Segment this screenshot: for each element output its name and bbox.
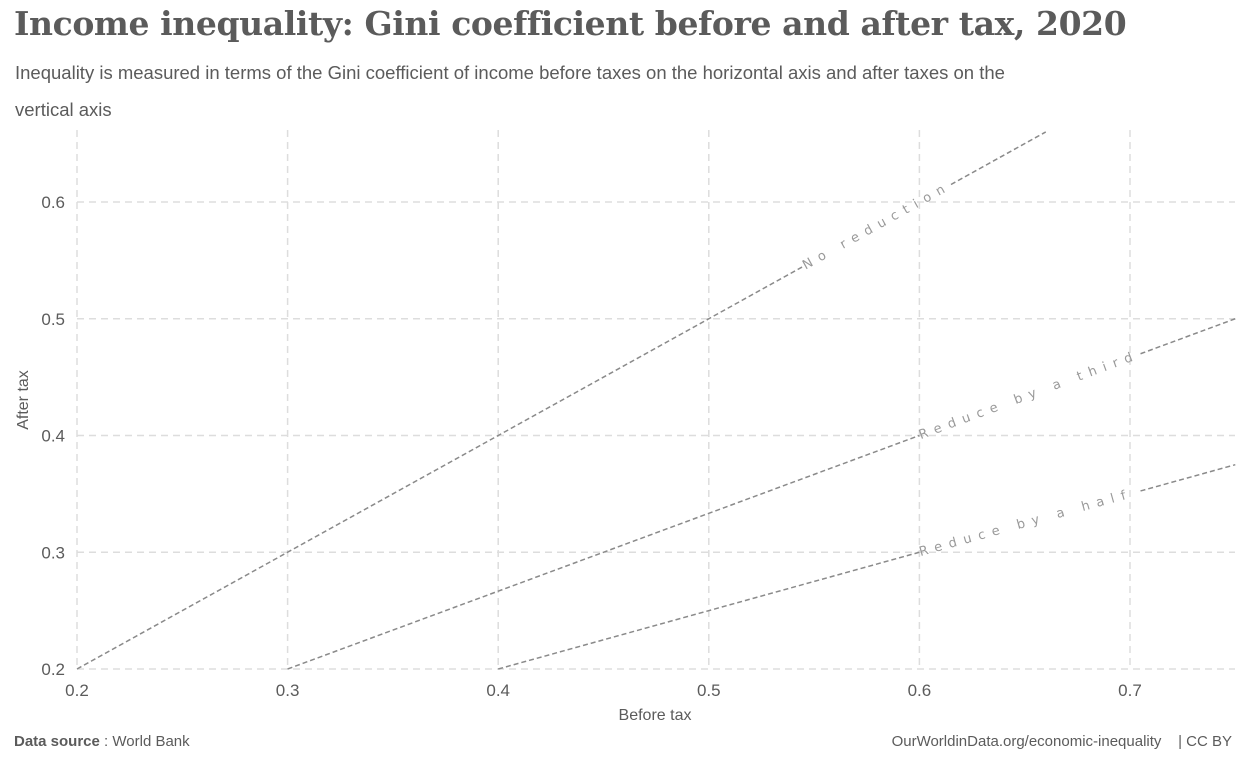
chart-subtitle: Inequality is measured in terms of the G…	[15, 62, 1005, 120]
chart-title: Income inequality: Gini coefficient befo…	[14, 4, 1127, 43]
reference-line-label: Reduce by a half	[918, 487, 1135, 560]
y-axis-label: After tax	[15, 370, 32, 430]
tick-labels: 0.2 0.3 0.4 0.5 0.6 0.7 0.2 0.3 0.4 0.5 0.6	[41, 193, 1141, 700]
x-tick-label: 0.7	[1118, 681, 1142, 700]
y-tick-label: 0.3	[41, 543, 65, 562]
footer-credit: OurWorldinData.org/economic-inequality |…	[892, 733, 1232, 750]
y-tick-label: 0.2	[41, 660, 65, 679]
x-axis-label: Before tax	[619, 707, 692, 724]
x-tick-label: 0.2	[65, 681, 89, 700]
reference-line-label: No reduction	[800, 179, 954, 273]
footer-source: Data source : World Bank	[14, 733, 190, 750]
reference-line-labels: No reduction Reduce by a third Reduce by a…	[800, 179, 1141, 560]
x-tick-label: 0.3	[276, 681, 300, 700]
reference-line	[497, 551, 920, 670]
reference-line	[1140, 463, 1236, 492]
reference-line	[1140, 318, 1236, 355]
y-tick-label: 0.6	[41, 193, 65, 212]
reference-line	[287, 434, 920, 670]
x-tick-label: 0.6	[908, 681, 932, 700]
y-tick-label: 0.5	[41, 310, 65, 329]
grid-lines	[76, 130, 1235, 670]
reference-line	[950, 131, 1047, 186]
reference-line-label: Reduce by a third	[917, 348, 1141, 443]
x-tick-label: 0.4	[486, 681, 510, 700]
y-tick-label: 0.4	[41, 427, 65, 446]
source-separator: :	[99, 733, 113, 750]
source-value: World Bank	[112, 733, 190, 750]
x-tick-label: 0.5	[697, 681, 721, 700]
reference-line	[76, 265, 804, 670]
source-label: Data source	[14, 733, 100, 750]
reference-lines	[76, 131, 1236, 670]
footer-license: | CC BY	[1178, 733, 1232, 750]
footer-url[interactable]: OurWorldinData.org/economic-inequality	[891, 733, 1162, 750]
